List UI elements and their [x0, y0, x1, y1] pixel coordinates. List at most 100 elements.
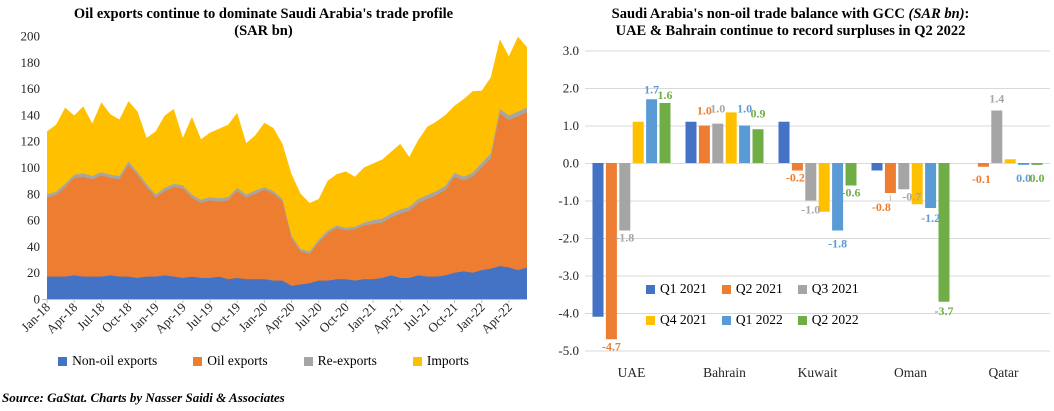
data-label-q2-2022-qatar: 0.0 [1030, 171, 1045, 185]
right-chart-title: Saudi Arabia's non-oil trade balance wit… [527, 6, 1054, 41]
category-labels: UAE Bahrain Kuwait Oman Qatar [618, 365, 1019, 380]
bar-q4-2021-oman [911, 163, 923, 205]
svg-text:-4.0: -4.0 [558, 306, 579, 321]
svg-text:140: 140 [21, 107, 41, 122]
data-label-q1-2022-qatar: 0.0 [1016, 171, 1031, 185]
svg-text:Oct-20: Oct-20 [316, 300, 352, 336]
svg-text:Apr-19: Apr-19 [152, 300, 189, 337]
svg-text:Oct-18: Oct-18 [98, 300, 134, 336]
left-chart-title-line2: (SAR bn) [234, 23, 293, 40]
bar-q1-2022-kuwait [832, 163, 844, 231]
right-chart-legend: Q1 2021 Q2 2021 Q3 2021 Q4 2021 Q1 2022 Q2 20… [646, 281, 859, 328]
data-label-q2-2021-bahrain: 1.0 [697, 104, 712, 118]
area-oil-exports [47, 112, 527, 300]
svg-text:Apr-18: Apr-18 [43, 300, 80, 337]
data-label-q2-2021-qatar: -0.1 [972, 172, 991, 186]
bar-q2-2021-kuwait [791, 163, 803, 171]
svg-text:0: 0 [34, 292, 41, 307]
category-label-bahrain: Bahrain [703, 365, 746, 380]
legend-label: Non-oil exports [72, 353, 158, 368]
svg-text:Oct-21: Oct-21 [425, 300, 461, 336]
x-axis-labels: Jan-18Apr-18Jul-18Oct-18Jan-19Apr-19Jul-… [18, 300, 515, 337]
bar-q2-2021-oman [884, 163, 896, 193]
left-chart-title-line1: Oil exports continue to dominate Saudi A… [73, 6, 454, 22]
legend-item-q1-2021: Q1 2021 [646, 281, 707, 297]
bar-q3-2021-bahrain [712, 123, 724, 163]
legend-item-q2-2022: Q2 2022 [797, 312, 859, 328]
svg-text:100: 100 [21, 160, 41, 175]
data-label-q2-2022-kuwait: -0.6 [842, 186, 861, 200]
legend-item-non-oil-exports: Non-oil exports [58, 353, 157, 369]
legend-label: Q1 2022 [735, 312, 783, 327]
data-label-q3-2021-bahrain: 1.0 [710, 102, 725, 116]
right-title-colon: : [964, 6, 970, 22]
legend-label: Q4 2021 [660, 312, 707, 327]
bar-q1-2021-kuwait [778, 121, 790, 163]
data-label-q3-2021-oman: -0.7 [902, 189, 921, 203]
q1-2022-swatch-icon [721, 315, 731, 325]
legend-item-q3-2021: Q3 2021 [797, 281, 859, 297]
svg-text:-5.0: -5.0 [558, 343, 579, 358]
data-label-q2-2021-oman: -0.8 [872, 200, 891, 214]
y-axis-labels: 0 20 40 60 80 100 120 140 160 180 200 [21, 29, 41, 307]
legend-label: Q3 2021 [811, 281, 859, 296]
area-series [47, 36, 527, 300]
svg-text:-3.0: -3.0 [558, 268, 579, 283]
data-labels: -4.7 1.0 -0.2 -0.8 -0.1 -1.8 1.0 -1.0 -0.7 1.4 1.7… [602, 82, 1045, 353]
legend-item-q1-2022: Q1 2022 [721, 312, 783, 328]
bar-q4-2021-qatar [1004, 159, 1016, 163]
category-label-oman: Oman [894, 365, 927, 380]
legend-item-q2-2021: Q2 2021 [721, 281, 783, 297]
legend-label: Re-exports [317, 353, 377, 368]
legend-item-q4-2021: Q4 2021 [646, 312, 707, 328]
grouped-bar-chart: 3.02.01.00.0-1.0-2.0-3.0-4.0-5.0 -4.71.0-… [558, 43, 1050, 380]
left-chart-legend: Non-oil exports Oil exports Re-exports Impo… [0, 353, 527, 369]
y-axis-labels: 3.0 2.0 1.0 0.0 -1.0 -2.0 -3.0 -4.0 -5.0 [558, 43, 579, 358]
re-exports-swatch-icon [303, 356, 313, 366]
svg-text:-1.0: -1.0 [558, 193, 579, 208]
stacked-area-chart: 0 20 40 60 80 100 120 140 160 180 200 Jan-18Apr-18J… [18, 29, 527, 337]
svg-text:2.0: 2.0 [563, 81, 579, 96]
legend-label: Imports [426, 353, 469, 368]
legend-item-re-exports: Re-exports [303, 353, 377, 369]
left-chart-title: Oil exports continue to dominate Saudi A… [0, 6, 527, 41]
data-label-q2-2022-oman: -3.7 [935, 304, 954, 318]
bar-q2-2022-qatar [1031, 163, 1043, 165]
bar-q1-2022-oman [925, 163, 937, 208]
bar-q2-2022-kuwait [845, 163, 857, 186]
bar-q3-2021-qatar [991, 110, 1003, 163]
data-label-q3-2021-kuwait: -1.0 [801, 203, 820, 217]
bar-q2-2022-oman [938, 163, 950, 302]
data-label-q1-2022-uae: 1.7 [644, 82, 659, 96]
bar-series [592, 99, 1043, 340]
svg-text:-2.0: -2.0 [558, 231, 579, 246]
svg-text:120: 120 [21, 134, 41, 149]
legend-item-imports: Imports [412, 353, 469, 369]
svg-text:1.0: 1.0 [563, 118, 579, 133]
bar-q1-2022-bahrain [739, 125, 751, 163]
q1-2021-swatch-icon [646, 284, 655, 294]
data-label-q3-2021-uae: -1.8 [615, 231, 634, 245]
svg-text:Oct-19: Oct-19 [207, 300, 243, 336]
svg-text:20: 20 [27, 265, 40, 280]
bar-q2-2021-qatar [977, 163, 989, 167]
bar-q1-2022-qatar [1018, 163, 1030, 165]
svg-text:Apr-20: Apr-20 [261, 300, 298, 337]
bar-q3-2021-kuwait [805, 163, 817, 201]
svg-text:200: 200 [21, 29, 41, 44]
data-label-q2-2022-bahrain: 0.9 [751, 106, 766, 120]
bar-q4-2021-uae [632, 121, 644, 163]
svg-text:Apr-22: Apr-22 [478, 300, 515, 337]
legend-label: Oil exports [207, 353, 268, 368]
bar-q1-2022-uae [646, 99, 658, 163]
imports-swatch-icon [412, 356, 422, 366]
data-label-q1-2022-bahrain: 1.0 [737, 102, 752, 116]
category-label-qatar: Qatar [989, 365, 1019, 380]
non-oil-exports-swatch-icon [58, 356, 68, 366]
bar-q3-2021-oman [898, 163, 910, 190]
bar-q2-2022-uae [659, 103, 671, 163]
area-non-oil-exports [47, 266, 527, 299]
svg-text:60: 60 [27, 213, 40, 228]
bar-q2-2022-bahrain [752, 129, 764, 163]
